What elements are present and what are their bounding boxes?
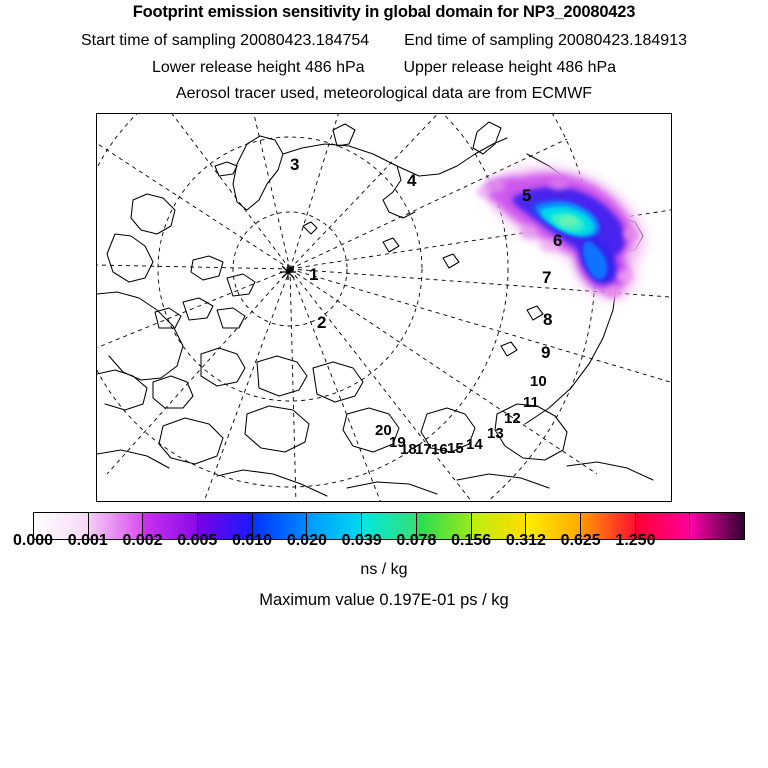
- colorbar-tick-0.001: 0.001: [67, 532, 108, 549]
- colorbar-tick-0.020: 0.020: [286, 532, 327, 549]
- colorbar: [33, 512, 745, 540]
- colorbar-tick-labels: 0.000 0.001 0.002 0.005 0.010 0.020 0.039 0.078…: [0, 532, 768, 552]
- map-label-17: 17: [415, 441, 432, 458]
- release-height-row: Lower release height 486 hPa Upper relea…: [0, 59, 768, 77]
- colorbar-segment-4: [252, 513, 308, 539]
- colorbar-segment-5: [307, 513, 363, 539]
- colorbar-tick-0.039: 0.039: [341, 532, 382, 549]
- map-label-15: 15: [447, 440, 464, 457]
- maximum-value-label: Maximum value 0.197E-01 ps / kg: [259, 591, 509, 609]
- graticule-meridians: [97, 114, 671, 501]
- map-label-19: 19: [389, 434, 406, 451]
- colorbar-segment-2: [143, 513, 199, 539]
- colorbar-tick-0.312: 0.312: [505, 532, 546, 549]
- colorbar-tick-0.005: 0.005: [177, 532, 218, 549]
- map-label-14: 14: [466, 436, 483, 453]
- footprint-plume: [97, 114, 671, 501]
- map-panel: 3 4 5 6 7 8 9 10 11 12 13 14 15 16 17 18 19 20 1 2: [96, 113, 672, 502]
- colorbar-tick-0.000: 0.000: [12, 532, 54, 549]
- colorbar-segment-1: [88, 513, 144, 539]
- map-label-3: 3: [290, 155, 300, 174]
- map-label-5: 5: [522, 186, 532, 205]
- release-site-star-icon: [280, 264, 296, 280]
- colorbar-segment-10: [580, 513, 636, 539]
- map-label-10: 10: [530, 373, 547, 390]
- colorbar-segment-12: [690, 513, 744, 539]
- map-graphic: [97, 114, 671, 501]
- colorbar-segment-7: [416, 513, 472, 539]
- map-label-8: 8: [543, 310, 553, 329]
- colorbar-segment-0: [34, 513, 89, 539]
- colorbar-segment-3: [198, 513, 253, 539]
- start-time-label: Start time of sampling 20080423.184754: [81, 32, 370, 49]
- colorbar-units-label: ns / kg: [360, 561, 408, 578]
- map-label-12: 12: [504, 410, 521, 427]
- map-label-6: 6: [553, 231, 563, 250]
- lower-release-height-label: Lower release height 486 hPa: [151, 59, 365, 76]
- upper-release-height-label: Upper release height 486 hPa: [403, 59, 617, 76]
- map-label-4: 4: [407, 171, 417, 190]
- colorbar-segment-8: [471, 513, 527, 539]
- map-label-18: 18: [400, 441, 417, 458]
- map-label-1: 1: [309, 265, 319, 284]
- page-title: Footprint emission sensitivity in global…: [132, 3, 636, 21]
- colorbar-tick-0.002: 0.002: [122, 532, 163, 549]
- colorbar-tick-1.250: 1.250: [615, 532, 656, 549]
- map-label-2: 2: [317, 313, 327, 332]
- colorbar-tick-0.010: 0.010: [232, 532, 273, 549]
- map-label-11: 11: [523, 394, 539, 411]
- colorbar-tick-0.625: 0.625: [560, 532, 601, 549]
- model-note-label: Aerosol tracer used, meteorological data…: [175, 85, 593, 102]
- colorbar-gradient: [33, 512, 745, 540]
- map-label-7: 7: [542, 268, 552, 287]
- map-label-20: 20: [375, 422, 392, 439]
- sampling-time-row: Start time of sampling 20080423.184754 E…: [0, 32, 768, 50]
- end-time-label: End time of sampling 20080423.184913: [404, 32, 687, 49]
- colorbar-segment-9: [526, 513, 581, 539]
- map-label-16: 16: [431, 441, 448, 458]
- colorbar-tick-0.156: 0.156: [451, 532, 492, 549]
- map-label-13: 13: [487, 425, 504, 442]
- colorbar-tick-0.078: 0.078: [396, 532, 437, 549]
- colorbar-segment-11: [635, 513, 691, 539]
- map-label-9: 9: [541, 343, 551, 362]
- colorbar-segment-6: [362, 513, 417, 539]
